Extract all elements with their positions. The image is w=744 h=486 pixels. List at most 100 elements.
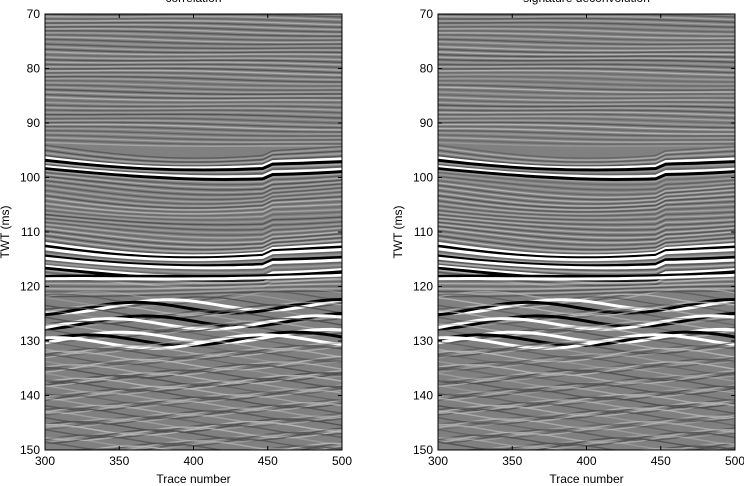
seismic-texture — [438, 158, 735, 172]
seismic-texture — [45, 121, 342, 129]
seismic-texture — [45, 21, 342, 28]
seismic-texture — [438, 439, 735, 450]
seismic-texture — [45, 273, 342, 281]
seismic-texture — [438, 240, 735, 255]
seismic-texture — [45, 171, 342, 186]
seismic-texture — [45, 187, 342, 203]
seismic-texture — [438, 67, 735, 74]
seismic-texture — [438, 53, 735, 58]
seismic-texture — [438, 374, 735, 390]
seismic-texture — [45, 366, 342, 382]
seismic-texture — [45, 240, 342, 255]
seismic-texture — [45, 215, 342, 229]
seismic-texture — [438, 141, 735, 148]
seismic-texture — [45, 93, 342, 100]
seismic-texture — [438, 182, 735, 199]
seismic-texture — [45, 73, 342, 81]
y-tick-label: 120 — [20, 280, 40, 294]
seismic-texture — [438, 111, 735, 117]
seismic-texture — [438, 320, 735, 336]
x-tick-label: 400 — [183, 454, 203, 468]
y-tick-label: 70 — [27, 7, 41, 21]
seismic-texture — [438, 244, 735, 260]
seismic-texture — [45, 276, 342, 283]
seismic-texture — [438, 358, 735, 374]
seismic-texture — [438, 364, 735, 379]
seismic-texture — [438, 28, 735, 35]
seismic-texture — [438, 256, 735, 270]
seismic-texture — [45, 84, 342, 91]
x-tick-label: 400 — [576, 454, 596, 468]
seismic-texture — [45, 242, 342, 258]
seismic-texture — [438, 84, 735, 91]
seismic-texture — [438, 347, 735, 363]
seismic-texture — [438, 213, 735, 226]
seismic-texture — [45, 69, 342, 76]
seismic-texture — [45, 247, 342, 262]
seismic-texture — [45, 96, 342, 102]
seismic-texture — [497, 441, 735, 450]
seismic-texture — [438, 136, 735, 143]
seismic-texture — [438, 113, 735, 119]
chart-title: signature deconvolution — [523, 0, 650, 5]
seismic-texture — [45, 115, 342, 122]
seismic-texture — [438, 48, 735, 54]
seismic-texture — [45, 111, 342, 117]
seismic-texture — [45, 134, 342, 141]
x-axis-label: Trace number — [549, 472, 623, 486]
seismic-texture — [438, 65, 735, 71]
seismic-texture — [45, 384, 342, 401]
seismic-texture — [438, 200, 735, 213]
x-tick-label: 500 — [332, 454, 352, 468]
seismic-texture — [438, 152, 735, 165]
seismic-texture — [45, 427, 342, 444]
seismic-texture — [45, 320, 342, 336]
y-tick-label: 130 — [413, 334, 433, 348]
seismic-texture — [45, 285, 342, 293]
seismic-texture — [45, 125, 342, 133]
seismic-texture — [45, 144, 342, 159]
seismic-texture — [45, 34, 342, 41]
seismic-texture — [438, 434, 735, 450]
x-tick-label: 300 — [428, 454, 448, 468]
seismic-texture — [438, 301, 735, 317]
seismic-texture — [45, 117, 342, 124]
seismic-texture — [438, 34, 735, 41]
seismic-texture — [438, 93, 735, 100]
seismic-texture — [45, 24, 342, 31]
seismic-texture — [45, 17, 342, 23]
y-tick-label: 100 — [413, 171, 433, 185]
y-tick-label: 150 — [20, 443, 40, 457]
seismic-texture — [45, 56, 342, 61]
seismic-texture — [438, 410, 735, 425]
seismic-texture — [438, 369, 735, 387]
seismic-texture — [438, 109, 735, 114]
seismic-texture — [438, 9, 735, 12]
seismic-texture — [438, 101, 735, 106]
seismic-texture — [45, 113, 342, 119]
seismic-texture — [438, 149, 735, 163]
seismic-texture — [438, 180, 735, 196]
seismic-texture — [45, 43, 342, 50]
seismic-texture — [438, 147, 735, 161]
seismic-texture — [45, 254, 342, 268]
seismic-texture — [438, 46, 735, 52]
seismic-texture — [438, 259, 735, 271]
seismic-texture — [438, 26, 735, 33]
y-tick-label: 130 — [20, 334, 40, 348]
seismic-texture — [45, 244, 342, 260]
seismic-texture — [45, 194, 342, 209]
x-tick-label: 450 — [651, 454, 671, 468]
x-tick-label: 350 — [502, 454, 522, 468]
seismic-texture — [45, 197, 342, 211]
seismic-texture — [45, 79, 342, 87]
seismic-texture — [438, 312, 735, 328]
seismic-texture — [45, 123, 342, 131]
seismic-texture — [438, 169, 735, 183]
seismic-texture — [438, 254, 735, 268]
seismic-texture — [45, 19, 342, 26]
seismic-texture — [45, 250, 342, 263]
seismic-texture — [438, 333, 735, 350]
y-axis-label: TWT (ms) — [391, 205, 405, 258]
